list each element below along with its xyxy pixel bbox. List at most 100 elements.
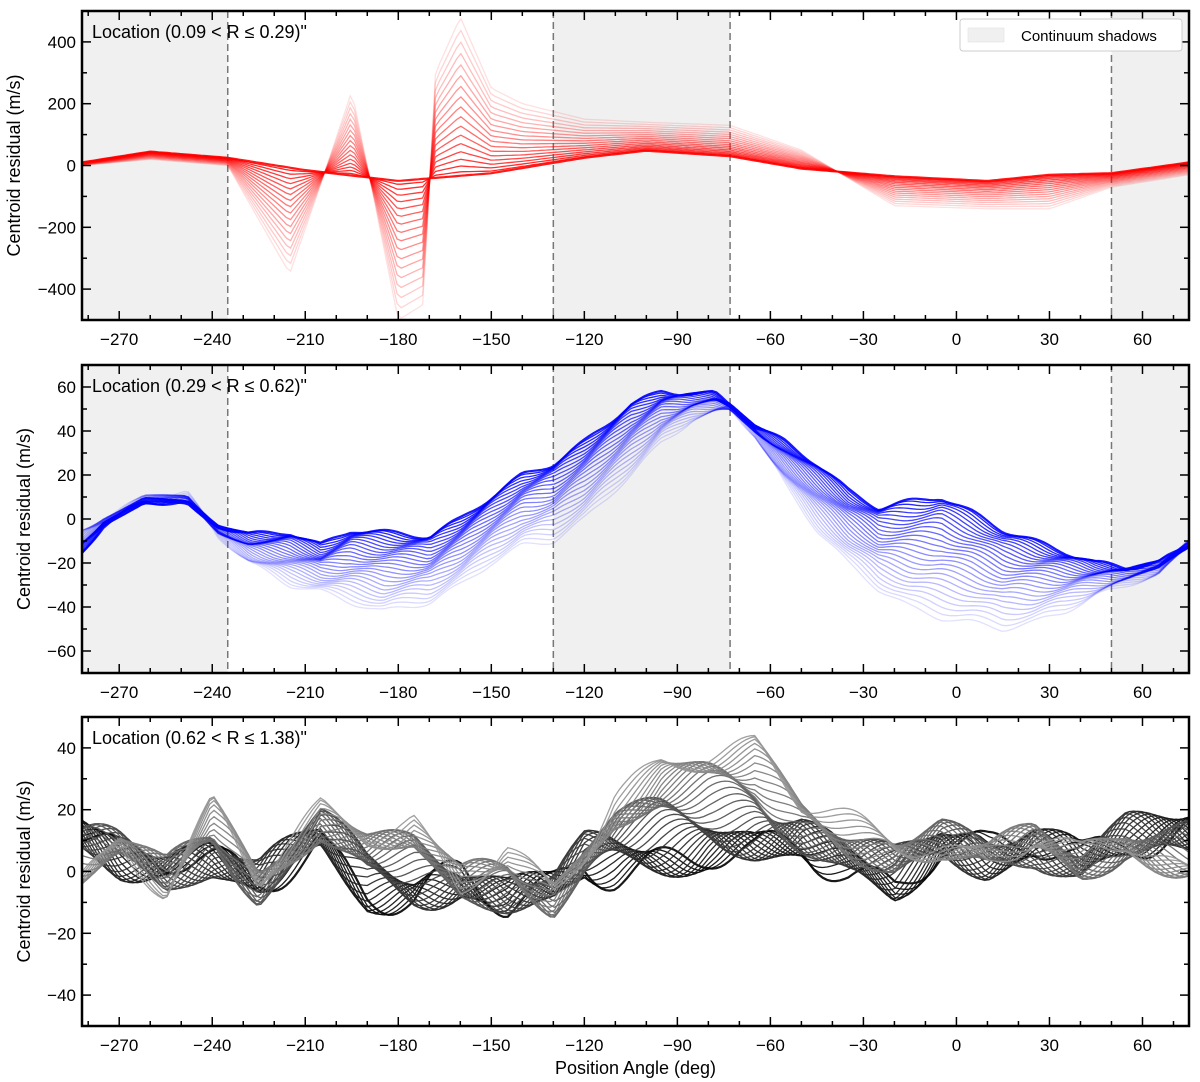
series-line — [82, 142, 1189, 210]
x-tick-label: −210 — [286, 683, 324, 702]
x-tick-label: −120 — [565, 1036, 603, 1055]
series-line — [82, 85, 1189, 260]
series-line — [82, 399, 1189, 581]
series-line — [82, 106, 1189, 242]
series-line — [82, 406, 1189, 602]
y-tick-label: 0 — [67, 863, 76, 882]
x-tick-label: 60 — [1133, 683, 1152, 702]
location-annotation: Location (0.62 < R ≤ 1.38)" — [92, 728, 307, 748]
continuum-shadow-region — [553, 11, 731, 320]
chart-panels: −270 −240 −210 −180 −150 −120 −90 −60 −30 0 30 60 −4… — [4, 9, 1191, 1078]
chart-panel-1: −270 −240 −210 −180 −150 −120 −90 −60 −30 0 30 60 −4… — [4, 9, 1191, 349]
series-line — [82, 125, 1189, 225]
series-line — [82, 405, 1189, 616]
series-line — [82, 63, 1189, 279]
y-axis-label: Centroid residual (m/s) — [14, 428, 34, 610]
series-line — [82, 147, 1189, 196]
y-tick-label: −20 — [47, 554, 76, 573]
x-tick-label: −240 — [193, 1036, 231, 1055]
series-line — [82, 149, 1189, 182]
series-line — [82, 762, 1189, 917]
legend-box — [959, 18, 1183, 52]
series-line — [82, 405, 1189, 611]
continuum-shadow-region — [82, 365, 228, 673]
y-tick-label: −40 — [47, 598, 76, 617]
series-line — [82, 407, 1189, 597]
y-tick-label: −20 — [47, 924, 76, 943]
x-tick-label: −180 — [379, 330, 417, 349]
y-tick-label: −400 — [38, 280, 76, 299]
series-line — [82, 40, 1189, 299]
x-tick-label: 30 — [1040, 330, 1059, 349]
y-axis-label: Centroid residual (m/s) — [14, 780, 34, 962]
series-line — [82, 398, 1189, 575]
series-line — [82, 408, 1189, 632]
x-tick-label: −90 — [663, 330, 692, 349]
series-line — [82, 761, 1189, 897]
series-line — [82, 145, 1189, 203]
series-line — [82, 393, 1189, 572]
x-tick-label: −150 — [472, 330, 510, 349]
series-line — [82, 398, 1189, 576]
x-tick-label: −210 — [286, 1036, 324, 1055]
x-tick-label: −60 — [756, 1036, 785, 1055]
x-tick-label: −60 — [756, 330, 785, 349]
plot-area — [82, 734, 1189, 919]
y-tick-label: 20 — [57, 466, 76, 485]
series-line — [82, 810, 1189, 911]
series-line — [82, 400, 1189, 584]
x-tick-label: −180 — [379, 683, 417, 702]
series-line — [82, 815, 1189, 905]
series-line — [82, 149, 1189, 185]
series-line — [82, 52, 1189, 289]
x-tick-label: 60 — [1133, 1036, 1152, 1055]
x-tick-label: −150 — [472, 683, 510, 702]
x-tick-label: −270 — [100, 1036, 138, 1055]
series-line — [82, 391, 1189, 572]
series-line — [82, 405, 1189, 606]
x-tick-label: −270 — [100, 683, 138, 702]
y-tick-label: −60 — [47, 642, 76, 661]
chart-panel-3: −270 −240 −210 −180 −150 −120 −90 −60 −30 0 30 60 −4… — [14, 715, 1191, 1078]
series-line — [82, 402, 1189, 586]
series-line — [82, 398, 1189, 577]
series-line — [82, 734, 1189, 900]
location-annotation: Location (0.09 < R ≤ 0.29)" — [92, 22, 307, 42]
series-line — [82, 406, 1189, 627]
plot-area — [82, 365, 1189, 673]
series-line — [82, 754, 1189, 887]
y-tick-label: 200 — [48, 95, 76, 114]
x-tick-label: 0 — [952, 330, 961, 349]
y-tick-label: −200 — [38, 218, 76, 237]
x-axis-label: Position Angle (deg) — [555, 1058, 716, 1078]
x-tick-label: −120 — [565, 330, 603, 349]
series-line — [82, 390, 1189, 571]
x-tick-label: 30 — [1040, 1036, 1059, 1055]
x-tick-label: −270 — [100, 330, 138, 349]
chart-panel-2: −270 −240 −210 −180 −150 −120 −90 −60 −30 0 30 60 −6… — [14, 363, 1191, 702]
series-line — [82, 95, 1189, 251]
series-line — [82, 116, 1189, 233]
continuum-shadow-region — [82, 11, 228, 320]
y-tick-label: 40 — [57, 422, 76, 441]
y-axis-label: Centroid residual (m/s) — [4, 74, 24, 256]
y-tick-label: 60 — [57, 378, 76, 397]
x-tick-label: −120 — [565, 683, 603, 702]
x-tick-label: −240 — [193, 683, 231, 702]
series-line — [82, 29, 1189, 309]
series-line — [82, 762, 1189, 892]
series-line — [82, 780, 1189, 914]
series-line — [82, 391, 1189, 572]
y-tick-label: −40 — [47, 986, 76, 1005]
x-tick-label: 0 — [952, 1036, 961, 1055]
x-tick-label: −90 — [663, 1036, 692, 1055]
x-tick-label: 60 — [1133, 330, 1152, 349]
series-line — [82, 398, 1189, 579]
legend-swatch — [967, 27, 1005, 43]
continuum-shadow-region — [1111, 365, 1189, 673]
x-tick-label: −30 — [849, 683, 878, 702]
series-line — [82, 405, 1189, 621]
series-line — [82, 74, 1189, 269]
legend-label: Continuum shadows — [1021, 28, 1157, 45]
